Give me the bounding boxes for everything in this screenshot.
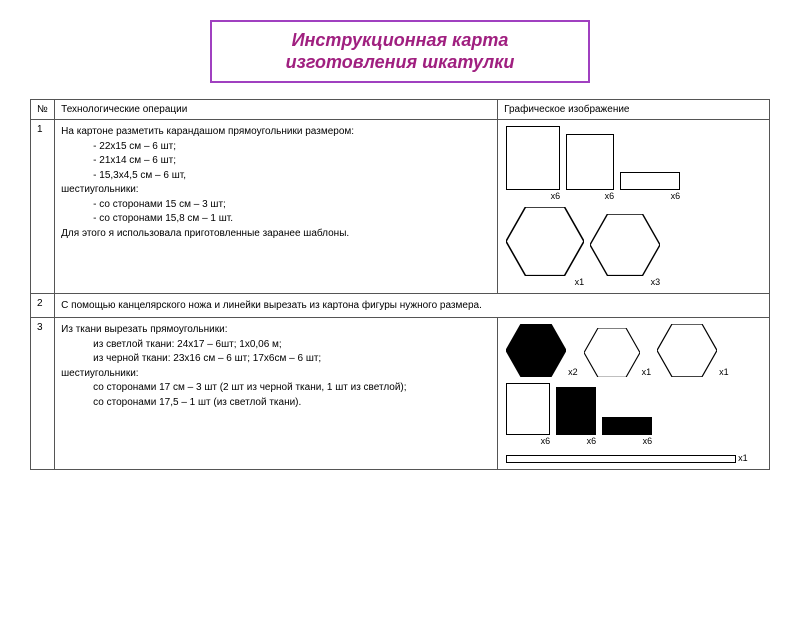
header-img: Графическое изображение: [498, 100, 770, 120]
op-line: из светлой ткани: 24х17 – 6шт; 1х0,06 м;: [61, 338, 491, 352]
op-line: На картоне разметить карандашом прямоуго…: [61, 125, 491, 139]
shape: х6: [556, 387, 596, 446]
instruction-table: № Технологические операции Графическое и…: [30, 99, 770, 470]
graphic-area: х2 х1 х1 х6 х6 х6 х1: [504, 322, 763, 465]
shape-label: х6: [587, 436, 597, 446]
hexagon-shape: [590, 214, 660, 276]
op-line: шестиугольники:: [61, 183, 491, 197]
header-op: Технологические операции: [55, 100, 498, 120]
shape-label: х1: [719, 367, 729, 377]
shape: х6: [506, 126, 560, 201]
longbar-shape: [506, 455, 736, 463]
rect-shape: [506, 383, 550, 435]
row-number: 3: [31, 318, 55, 470]
shape: х6: [566, 134, 614, 201]
shape-label: х2: [568, 367, 578, 377]
rect-shape: [602, 417, 652, 435]
rect-shape: [620, 172, 680, 190]
shape: х3: [590, 214, 660, 287]
shape-label: х3: [651, 277, 661, 287]
shape-label: х1: [642, 367, 652, 377]
shape: х6: [506, 383, 550, 446]
row-number: 2: [31, 293, 55, 318]
title-box: Инструкционная карта изготовления шкатул…: [210, 20, 590, 83]
op-line: - 21х14 см – 6 шт;: [61, 154, 491, 168]
title-line2: изготовления шкатулки: [286, 52, 515, 72]
op-line: шестиугольники:: [61, 367, 491, 381]
op-line: - со сторонами 15 см – 3 шт;: [61, 198, 491, 212]
op-line: из черной ткани: 23х16 см – 6 шт; 17х6см…: [61, 352, 491, 366]
table-row: 1 На картоне разметить карандашом прямоуг…: [31, 120, 770, 294]
graphic-area: х6 х6 х6 х1 х3: [504, 124, 763, 289]
op-line: со сторонами 17,5 – 1 шт (из светлой тка…: [61, 396, 491, 410]
hexagon-shape: [584, 328, 640, 377]
shape-label: х1: [738, 453, 748, 463]
operation-text: Из ткани вырезать прямоугольники:из свет…: [55, 318, 498, 470]
op-line: - 15,3х4,5 см – 6 шт,: [61, 169, 491, 183]
operation-text: На картоне разметить карандашом прямоуго…: [55, 120, 498, 294]
shape: х1: [506, 207, 584, 287]
op-line: - 22х15 см – 6 шт;: [61, 140, 491, 154]
shape: х1: [584, 328, 652, 377]
header-num: №: [31, 100, 55, 120]
op-line: Из ткани вырезать прямоугольники:: [61, 323, 491, 337]
table-row: 2 С помощью канцелярского ножа и линейки …: [31, 293, 770, 318]
shape-label: х6: [605, 191, 615, 201]
table-row: 3Из ткани вырезать прямоугольники:из све…: [31, 318, 770, 470]
graphic-cell: х6 х6 х6 х1 х3: [498, 120, 770, 294]
title-line1: Инструкционная карта: [292, 30, 509, 50]
shape: х2: [506, 324, 578, 377]
shape: х1: [506, 452, 748, 463]
shape-label: х6: [551, 191, 561, 201]
rect-shape: [506, 126, 560, 190]
shape-label: х1: [575, 277, 585, 287]
shape-label: х6: [643, 436, 653, 446]
shape-label: х6: [671, 191, 681, 201]
op-line: С помощью канцелярского ножа и линейки в…: [61, 299, 763, 313]
shape: х1: [657, 324, 729, 377]
row-number: 1: [31, 120, 55, 294]
hexagon-shape: [506, 207, 584, 276]
shape: х6: [620, 172, 680, 201]
shape: х6: [602, 417, 652, 446]
rect-shape: [556, 387, 596, 435]
shape-label: х6: [541, 436, 551, 446]
operation-text: С помощью канцелярского ножа и линейки в…: [55, 293, 770, 318]
rect-shape: [566, 134, 614, 190]
hexagon-shape: [506, 324, 566, 377]
hexagon-shape: [657, 324, 717, 377]
graphic-cell: х2 х1 х1 х6 х6 х6 х1: [498, 318, 770, 470]
op-line: со сторонами 17 см – 3 шт (2 шт из черно…: [61, 381, 491, 395]
op-line: Для этого я использовала приготовленные …: [61, 227, 491, 241]
op-line: - со сторонами 15,8 см – 1 шт.: [61, 212, 491, 226]
page-title: Инструкционная карта изготовления шкатул…: [224, 30, 576, 73]
